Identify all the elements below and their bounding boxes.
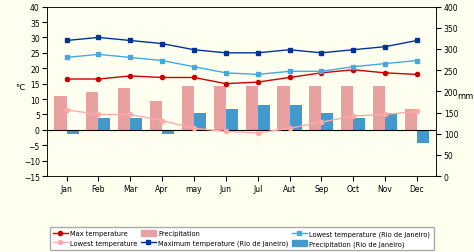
Maximum temperature (Rio de Janeiro)	[223, 52, 228, 55]
Lowest temperature	[223, 130, 228, 133]
Bar	[321, 114, 334, 130]
Line: Lowest temperature (Rio de Janeiro): Lowest temperature (Rio de Janeiro)	[64, 53, 419, 77]
Maximum temperature (Rio de Janeiro)	[382, 46, 388, 49]
Legend: Max temperature, Lowest temperature, Precipitation, Maximum temperature (Rio de : Max temperature, Lowest temperature, Pre…	[50, 227, 434, 250]
Y-axis label: mm: mm	[457, 92, 474, 101]
Bar	[373, 86, 385, 130]
Lowest temperature (Rio de Janeiro)	[414, 60, 420, 63]
Lowest temperature (Rio de Janeiro)	[287, 71, 292, 74]
Max temperature	[223, 83, 228, 86]
Maximum temperature (Rio de Janeiro)	[287, 49, 292, 52]
Lowest temperature (Rio de Janeiro)	[223, 72, 228, 75]
Max temperature	[414, 74, 420, 77]
Lowest temperature	[350, 115, 356, 118]
Lowest temperature (Rio de Janeiro)	[159, 60, 165, 63]
Bar	[258, 105, 270, 130]
Line: Maximum temperature (Rio de Janeiro): Maximum temperature (Rio de Janeiro)	[64, 36, 419, 56]
Bar	[182, 86, 194, 130]
Bar	[150, 101, 162, 130]
Max temperature	[350, 69, 356, 72]
Maximum temperature (Rio de Janeiro)	[64, 40, 69, 43]
Max temperature	[128, 75, 133, 78]
Bar	[405, 110, 417, 130]
Bar	[86, 93, 99, 130]
Lowest temperature (Rio de Janeiro)	[128, 57, 133, 60]
Maximum temperature (Rio de Janeiro)	[319, 52, 324, 55]
Max temperature	[382, 72, 388, 75]
Bar	[226, 110, 238, 130]
Lowest temperature	[382, 113, 388, 116]
Bar	[353, 118, 365, 130]
Bar	[66, 130, 79, 135]
Bar	[246, 86, 258, 130]
Lowest temperature	[159, 120, 165, 123]
Bar	[309, 86, 321, 130]
Lowest temperature	[191, 127, 197, 130]
Lowest temperature (Rio de Janeiro)	[350, 66, 356, 69]
Lowest temperature	[319, 121, 324, 124]
Max temperature	[96, 78, 101, 81]
Bar	[385, 114, 397, 130]
Max temperature	[159, 77, 165, 80]
Lowest temperature	[255, 132, 261, 135]
Bar	[277, 86, 290, 130]
Lowest temperature (Rio de Janeiro)	[255, 74, 261, 77]
Maximum temperature (Rio de Janeiro)	[414, 40, 420, 43]
Lowest temperature (Rio de Janeiro)	[191, 66, 197, 69]
Lowest temperature	[96, 113, 101, 116]
Lowest temperature (Rio de Janeiro)	[64, 57, 69, 60]
Bar	[341, 86, 353, 130]
Lowest temperature	[287, 127, 292, 130]
Lowest temperature	[64, 109, 69, 112]
Y-axis label: ℃: ℃	[15, 83, 24, 92]
Lowest temperature (Rio de Janeiro)	[96, 54, 101, 57]
Max temperature	[319, 72, 324, 75]
Bar	[290, 105, 301, 130]
Maximum temperature (Rio de Janeiro)	[96, 37, 101, 40]
Max temperature	[191, 77, 197, 80]
Bar	[214, 86, 226, 130]
Lowest temperature	[414, 110, 420, 113]
Max temperature	[287, 77, 292, 80]
Bar	[99, 118, 110, 130]
Bar	[162, 130, 174, 135]
Max temperature	[64, 78, 69, 81]
Bar	[55, 97, 66, 130]
Bar	[118, 88, 130, 130]
Maximum temperature (Rio de Janeiro)	[350, 49, 356, 52]
Lowest temperature	[128, 113, 133, 116]
Bar	[417, 130, 429, 143]
Maximum temperature (Rio de Janeiro)	[159, 43, 165, 46]
Maximum temperature (Rio de Janeiro)	[255, 52, 261, 55]
Max temperature	[255, 81, 261, 84]
Bar	[130, 118, 142, 130]
Maximum temperature (Rio de Janeiro)	[191, 49, 197, 52]
Line: Max temperature: Max temperature	[64, 68, 419, 86]
Maximum temperature (Rio de Janeiro)	[128, 40, 133, 43]
Line: Lowest temperature: Lowest temperature	[64, 108, 419, 136]
Bar	[194, 114, 206, 130]
Lowest temperature (Rio de Janeiro)	[319, 71, 324, 74]
Lowest temperature (Rio de Janeiro)	[382, 63, 388, 66]
